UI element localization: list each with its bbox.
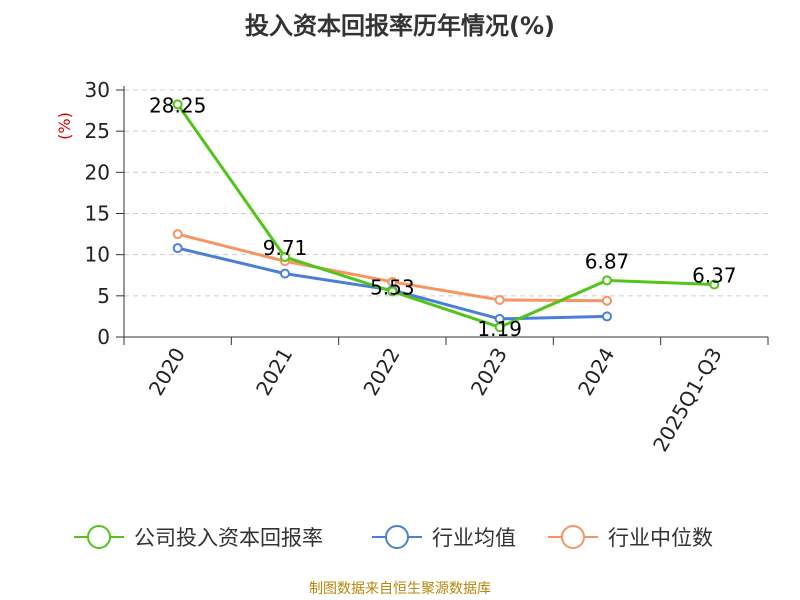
data-label: 1.19 bbox=[477, 317, 522, 341]
y-tick-label: 5 bbox=[97, 284, 110, 308]
y-tick-label: 25 bbox=[85, 119, 110, 143]
legend-label: 公司投入资本回报率 bbox=[134, 526, 323, 550]
x-tick-label: 2025Q1-Q3 bbox=[648, 344, 727, 456]
data-point bbox=[387, 286, 398, 297]
y-tick-label: 0 bbox=[97, 325, 110, 349]
data-point bbox=[709, 279, 720, 290]
legend-label: 行业均值 bbox=[432, 526, 516, 550]
data-point bbox=[602, 311, 612, 322]
y-axis-label: (%) bbox=[55, 112, 74, 140]
x-tick-label: 2024 bbox=[573, 344, 619, 400]
series-line bbox=[176, 103, 715, 329]
x-tick-label: 2023 bbox=[466, 343, 512, 399]
data-point bbox=[280, 252, 290, 263]
data-point bbox=[602, 275, 612, 286]
data-label: 5.53 bbox=[370, 275, 415, 299]
legend-marker bbox=[561, 525, 585, 549]
legend: 公司投入资本回报率 行业均值 行业中位数 bbox=[74, 525, 713, 550]
legend-marker bbox=[87, 525, 111, 549]
data-label: 9.71 bbox=[263, 236, 308, 260]
data-point bbox=[172, 229, 183, 240]
y-tick-label: 15 bbox=[85, 202, 110, 226]
data-point bbox=[172, 99, 183, 110]
legend-label: 行业中位数 bbox=[608, 526, 713, 550]
axes: 0 5 10 15 20 25 30 (%) 2020 2021 2022 2023 2024 2025Q… bbox=[55, 78, 769, 456]
legend-marker bbox=[385, 525, 409, 549]
x-tick-label: 2020 bbox=[144, 344, 190, 400]
data-point bbox=[602, 295, 612, 306]
data-label: 28.25 bbox=[149, 93, 206, 117]
series-lines bbox=[172, 99, 720, 333]
data-point bbox=[494, 322, 505, 333]
data-label: 6.37 bbox=[692, 264, 737, 288]
data-point bbox=[494, 294, 505, 305]
source-note: 制图数据来自恒生聚源数据库 bbox=[309, 581, 491, 597]
chart-title: 投入资本回报率历年情况(%) bbox=[245, 12, 555, 40]
data-labels: 28.25 9.71 5.53 1.19 6.87 6.37 bbox=[149, 93, 737, 341]
y-tick-label: 30 bbox=[85, 78, 110, 102]
data-point bbox=[172, 243, 183, 254]
grid-lines bbox=[124, 89, 768, 297]
data-label: 6.87 bbox=[585, 249, 630, 273]
data-point bbox=[280, 268, 290, 279]
x-tick-label: 2022 bbox=[358, 344, 404, 400]
x-tick-label: 2021 bbox=[251, 344, 297, 400]
y-tick-label: 20 bbox=[85, 160, 110, 184]
y-tick-label: 10 bbox=[85, 243, 110, 267]
